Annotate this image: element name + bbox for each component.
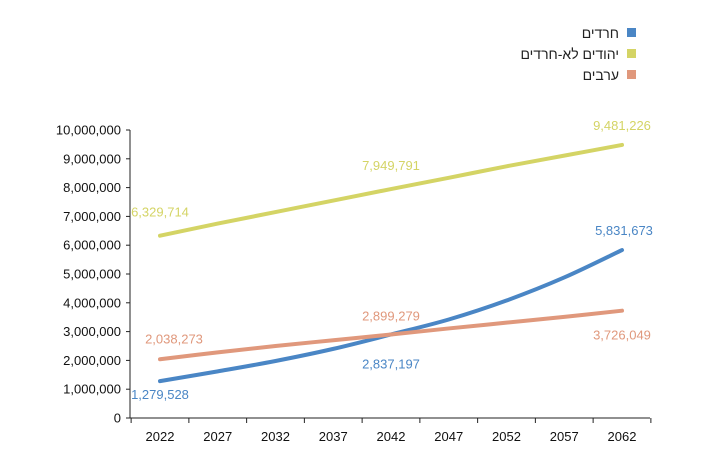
x-tick-label: 2047 bbox=[434, 429, 463, 444]
legend-item-non-haredi-jews: יהודים לא-חרדים bbox=[520, 43, 636, 64]
y-tick-label: 6,000,000 bbox=[63, 238, 121, 253]
series-line-arabs bbox=[158, 308, 624, 362]
x-tick-label: 2062 bbox=[608, 429, 637, 444]
x-tick-label: 2022 bbox=[146, 429, 175, 444]
data-label-haredim: 2,837,197 bbox=[362, 356, 420, 371]
y-tick-label: 4,000,000 bbox=[63, 295, 121, 310]
x-tick-label: 2052 bbox=[492, 429, 521, 444]
y-tick-label: 8,000,000 bbox=[63, 180, 121, 195]
legend-item-arabs: ערבים bbox=[520, 64, 636, 85]
x-tick-label: 2032 bbox=[261, 429, 290, 444]
y-tick-label: 5,000,000 bbox=[63, 267, 121, 282]
y-tick-label: 9,000,000 bbox=[63, 151, 121, 166]
x-tick-label: 2037 bbox=[319, 429, 348, 444]
y-tick-label: 2,000,000 bbox=[63, 353, 121, 368]
legend-swatch-non-haredi-jews bbox=[627, 49, 636, 58]
data-label-non-haredi-jews: 9,481,226 bbox=[593, 118, 651, 133]
y-tick-label: 0 bbox=[114, 411, 121, 426]
legend-label-haredim: חרדים bbox=[581, 24, 619, 41]
legend-swatch-arabs bbox=[627, 70, 636, 79]
data-label-non-haredi-jews: 6,329,714 bbox=[131, 205, 189, 220]
y-tick-label: 1,000,000 bbox=[63, 382, 121, 397]
data-label-non-haredi-jews: 7,949,791 bbox=[362, 158, 420, 173]
y-tick-label: 10,000,000 bbox=[56, 123, 121, 138]
data-label-haredim: 1,279,528 bbox=[131, 387, 189, 402]
data-label-arabs: 2,899,279 bbox=[362, 309, 420, 324]
data-label-haredim: 5,831,673 bbox=[595, 223, 653, 238]
legend-swatch-haredim bbox=[627, 28, 636, 37]
x-tick-label: 2057 bbox=[550, 429, 579, 444]
legend-label-non-haredi-jews: יהודים לא-חרדים bbox=[520, 45, 619, 62]
x-tick-label: 2027 bbox=[203, 429, 232, 444]
data-label-arabs: 3,726,049 bbox=[593, 328, 651, 343]
y-tick-label: 7,000,000 bbox=[63, 209, 121, 224]
data-label-arabs: 2,038,273 bbox=[145, 331, 203, 346]
x-tick-label: 2042 bbox=[377, 429, 406, 444]
series-line-non-haredi-jews bbox=[158, 142, 624, 238]
legend-label-arabs: ערבים bbox=[582, 66, 619, 83]
legend-item-haredim: חרדים bbox=[520, 22, 636, 43]
legend: חרדים יהודים לא-חרדים ערבים bbox=[520, 22, 636, 85]
y-tick-label: 3,000,000 bbox=[63, 324, 121, 339]
